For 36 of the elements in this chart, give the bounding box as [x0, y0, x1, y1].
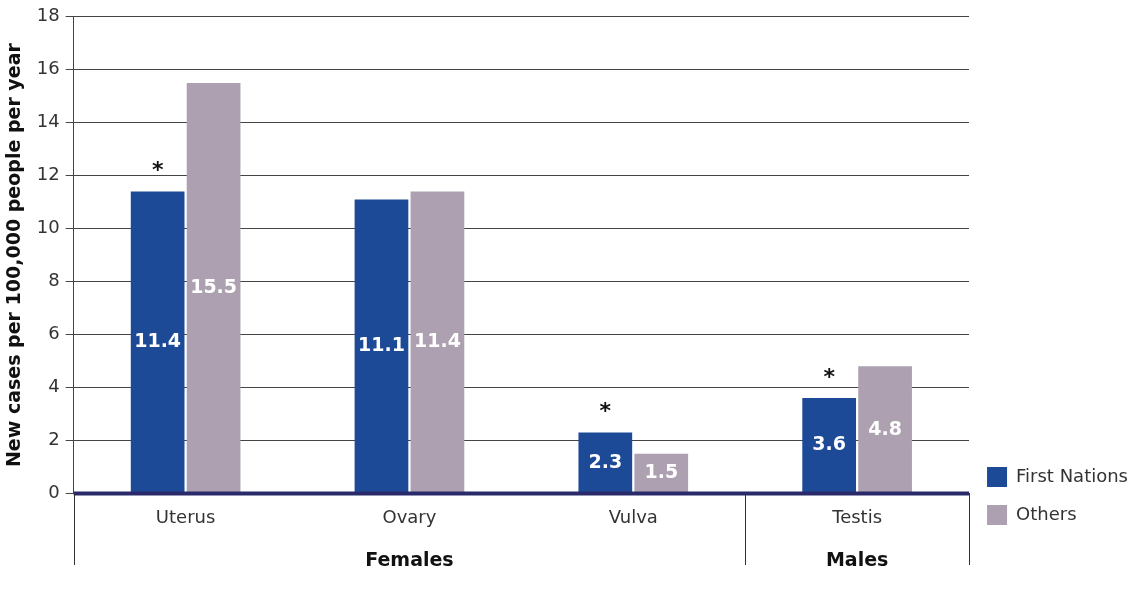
y-tick-label: 18: [36, 4, 60, 26]
bar: [186, 82, 241, 493]
y-tick-label: 10: [36, 216, 60, 238]
y-tick-label: 2: [48, 428, 60, 450]
bar: [858, 366, 912, 493]
annotation: *: [823, 363, 836, 389]
y-axis-title: New cases per 100,000 people per year: [2, 42, 25, 468]
data-label: 11.4: [134, 329, 182, 352]
y-tick-label: 14: [36, 110, 60, 132]
bar: [354, 199, 409, 493]
data-label: 15.5: [190, 274, 238, 297]
data-label: 1.5: [644, 460, 679, 483]
x-tick-label: Uterus: [155, 505, 216, 527]
y-tick-label: 12: [36, 163, 60, 185]
bar: [130, 191, 185, 493]
bar: [410, 191, 465, 493]
y-tick-label: 0: [48, 481, 60, 503]
y-tick-label: 4: [48, 375, 60, 397]
x-tick-label: Vulva: [608, 505, 658, 527]
text: Males: [825, 548, 889, 571]
text: Females: [365, 548, 454, 571]
y-tick-label: 16: [36, 57, 60, 79]
annotation: *: [151, 157, 164, 183]
legend-label: First Nations: [1016, 464, 1129, 486]
data-label: 11.4: [413, 329, 461, 352]
data-label: 4.8: [868, 416, 902, 439]
y-tick-label: 6: [48, 322, 60, 344]
data-label: 2.3: [588, 449, 623, 472]
y-tick-label: 8: [48, 269, 60, 291]
bar: [802, 398, 857, 493]
data-label: 3.6: [812, 432, 846, 455]
legend-label: Others: [1016, 502, 1077, 524]
x-tick-label: Testis: [831, 505, 883, 527]
data-label: 11.1: [358, 333, 405, 356]
annotation: *: [599, 398, 612, 424]
x-tick-label: Ovary: [382, 505, 437, 527]
